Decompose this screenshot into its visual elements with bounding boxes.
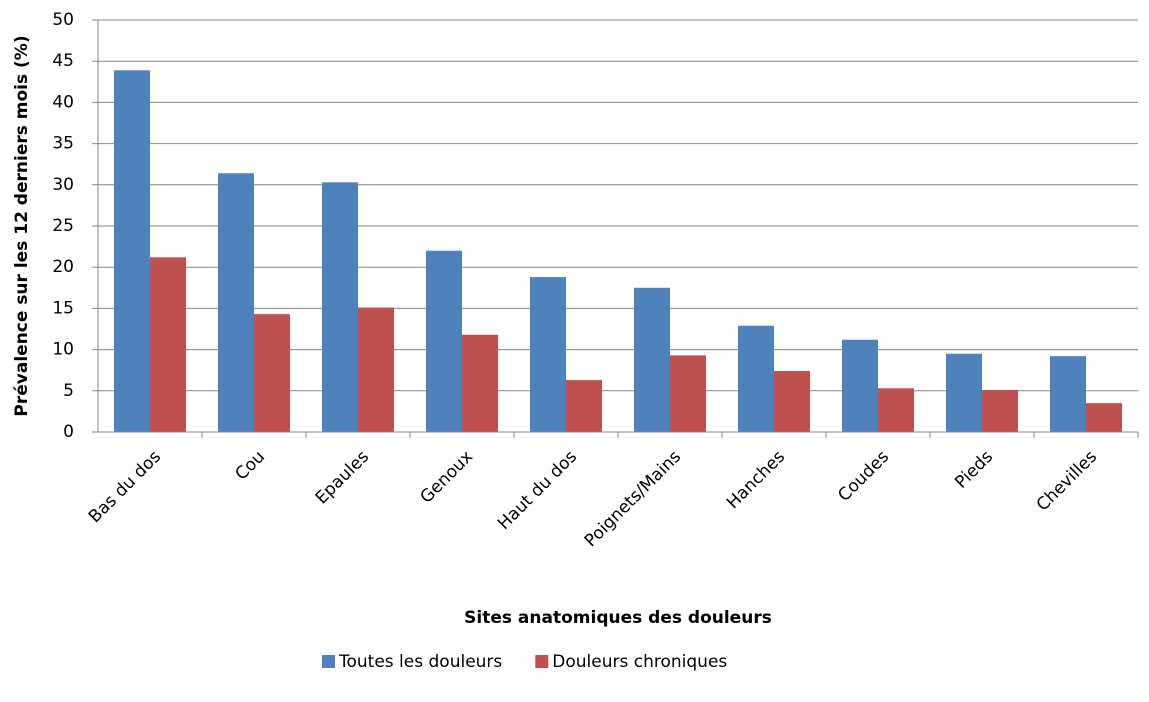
x-tick-label: Bas du dos <box>85 447 165 527</box>
bar <box>114 70 150 432</box>
bar <box>774 371 810 432</box>
bar <box>982 389 1018 432</box>
legend-label: Douleurs chroniques <box>552 652 727 672</box>
x-tick-label: Pieds <box>951 447 997 493</box>
bar <box>566 380 602 432</box>
y-tick-label: 5 <box>63 381 74 401</box>
x-tick-label: Cou <box>232 447 270 485</box>
y-tick-label: 50 <box>52 10 74 30</box>
x-tick-label: Epaules <box>312 447 373 508</box>
y-tick-label: 10 <box>52 340 74 360</box>
bar <box>358 307 394 432</box>
y-tick-label: 30 <box>52 175 74 195</box>
bar <box>842 339 878 432</box>
x-tick-label: Poignets/Mains <box>581 447 685 551</box>
y-tick-label: 40 <box>52 92 74 112</box>
bar <box>946 353 982 432</box>
y-tick-label: 45 <box>52 51 74 71</box>
bar <box>1050 356 1086 432</box>
x-tick-label: Genoux <box>417 447 478 508</box>
legend-swatch <box>535 655 549 668</box>
bar <box>1086 403 1122 432</box>
bar <box>254 314 290 432</box>
bar <box>322 182 358 432</box>
bar <box>426 250 462 432</box>
y-tick-label: 15 <box>52 298 74 318</box>
bar <box>738 325 774 432</box>
x-tick-label: Chevilles <box>1033 447 1101 515</box>
y-tick-label: 20 <box>52 257 74 277</box>
bar <box>462 334 498 432</box>
bar <box>634 287 670 432</box>
x-tick-label: Hanches <box>723 447 789 513</box>
x-tick-label: Haut du dos <box>494 447 581 534</box>
legend-swatch <box>322 655 335 668</box>
y-tick-label: 35 <box>52 134 74 154</box>
bar <box>670 355 706 432</box>
y-tick-label: 0 <box>63 422 74 442</box>
x-tick-label: Coudes <box>834 447 893 506</box>
legend-label: Toutes les douleurs <box>338 652 502 672</box>
bar <box>530 277 566 432</box>
y-axis-title: Prévalence sur les 12 derniers mois (%) <box>12 35 32 416</box>
bar <box>150 257 186 432</box>
x-axis-title: Sites anatomiques des douleurs <box>464 608 772 628</box>
bar <box>878 388 914 432</box>
bar <box>218 173 254 432</box>
y-tick-label: 25 <box>52 216 74 236</box>
